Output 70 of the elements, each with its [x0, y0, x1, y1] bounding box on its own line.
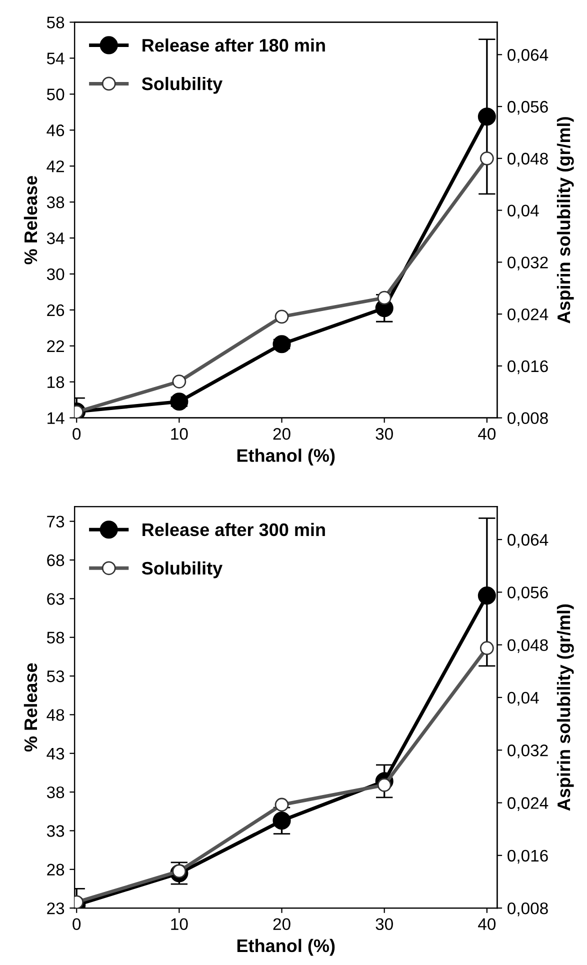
point: [172, 374, 186, 388]
y-tick-label: 50: [46, 88, 64, 100]
y-tick-label: 58: [46, 16, 64, 28]
y2-tick-label: 0,016: [508, 850, 548, 864]
point: [480, 641, 494, 656]
legend-label: Release after 300 min: [142, 522, 325, 536]
point: [480, 151, 494, 166]
x-tick-label: 10: [171, 428, 188, 440]
x-tick-label: 10: [171, 918, 188, 930]
y-tick-label: 43: [46, 748, 64, 760]
y-axis-title: % Release: [24, 663, 38, 752]
legend-label: Release after 180 min: [142, 38, 325, 52]
y-tick-label: 18: [48, 376, 64, 388]
point: [272, 335, 291, 354]
x-tick-label: 20: [273, 918, 290, 930]
y-tick-label: 42: [46, 160, 64, 172]
point: [274, 310, 289, 324]
legend-label: Solubility: [142, 76, 223, 94]
y-tick-label: 46: [46, 124, 64, 136]
y2-tick-label: 0,064: [508, 49, 548, 63]
y2-tick-label: 0,016: [508, 360, 548, 374]
y2-axis-title: Aspirin solubility (gr/ml): [556, 117, 574, 324]
x-tick-label: 0: [72, 428, 81, 440]
x-tick-label: 40: [478, 918, 496, 930]
y-tick-label: 34: [46, 232, 64, 244]
y-tick-label: 73: [47, 516, 64, 528]
y2-tick-label: 0,008: [508, 902, 548, 916]
point: [478, 586, 496, 605]
x-tick-label: 30: [376, 428, 393, 440]
y2-tick-label: 0,032: [508, 744, 548, 758]
point: [377, 290, 392, 305]
point: [272, 812, 291, 830]
y-tick-label: 63: [47, 593, 64, 605]
x-axis-title: Ethanol (%): [237, 938, 335, 956]
y2-tick-label: 0,024: [508, 797, 548, 811]
y-tick-label: 33: [46, 825, 64, 837]
point: [274, 798, 289, 812]
y2-axis-title: Aspirin solubility (gr/ml): [556, 604, 574, 811]
y2-tick-label: 0,024: [508, 308, 548, 322]
y2-tick-label: 0,056: [508, 586, 548, 600]
y-tick-label: 14: [48, 412, 64, 424]
x-tick-label: 40: [478, 428, 496, 440]
y2-tick-label: 0,04: [508, 692, 539, 706]
legend-label: Solubility: [142, 561, 223, 578]
y-tick-label: 30: [46, 268, 64, 280]
point: [170, 392, 188, 411]
x-tick-label: 20: [273, 428, 290, 440]
y-tick-label: 38: [46, 196, 64, 208]
y-tick-label: 58: [46, 632, 64, 644]
y2-tick-label: 0,032: [508, 256, 548, 270]
y2-tick-label: 0,008: [508, 412, 548, 426]
y2-tick-label: 0,064: [508, 534, 548, 548]
y-tick-label: 28: [47, 864, 64, 876]
point: [478, 108, 496, 126]
y2-tick-label: 0,048: [508, 639, 548, 653]
y2-tick-label: 0,04: [508, 204, 539, 218]
y-tick-label: 68: [47, 554, 64, 566]
y-tick-label: 26: [47, 304, 64, 316]
y-tick-label: 22: [47, 340, 64, 352]
y-tick-label: 48: [46, 709, 64, 721]
y-tick-label: 38: [46, 786, 64, 798]
x-axis-title: Ethanol (%): [237, 448, 335, 466]
x-tick-label: 30: [376, 918, 393, 930]
y2-tick-label: 0,048: [508, 152, 548, 167]
y2-tick-label: 0,056: [508, 100, 548, 115]
x-tick-label: 0: [72, 918, 81, 930]
y-tick-label: 53: [46, 670, 64, 682]
y-tick-label: 23: [47, 902, 64, 914]
y-axis-title: % Release: [24, 176, 38, 264]
y-tick-label: 54: [46, 52, 64, 64]
